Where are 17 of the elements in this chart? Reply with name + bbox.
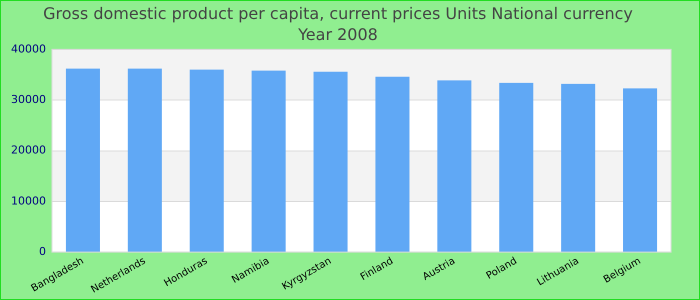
bar (561, 84, 596, 252)
bar (66, 68, 100, 252)
bar (190, 70, 224, 252)
bar (128, 68, 162, 252)
y-tick-label: 10000 (10, 194, 46, 208)
y-tick-label: 40000 (10, 42, 46, 56)
chart-subtitle: Year 2008 (297, 24, 378, 44)
y-tick-label: 0 (38, 244, 46, 258)
chart-title: Gross domestic product per capita, current prices Units National currency (43, 4, 633, 23)
bar (314, 72, 348, 252)
bar (499, 82, 534, 252)
y-tick-label: 20000 (10, 144, 46, 157)
y-tick-label: 30000 (10, 92, 46, 106)
bar (252, 70, 286, 252)
bar (623, 88, 658, 252)
bar (375, 76, 410, 252)
bar (437, 80, 472, 252)
